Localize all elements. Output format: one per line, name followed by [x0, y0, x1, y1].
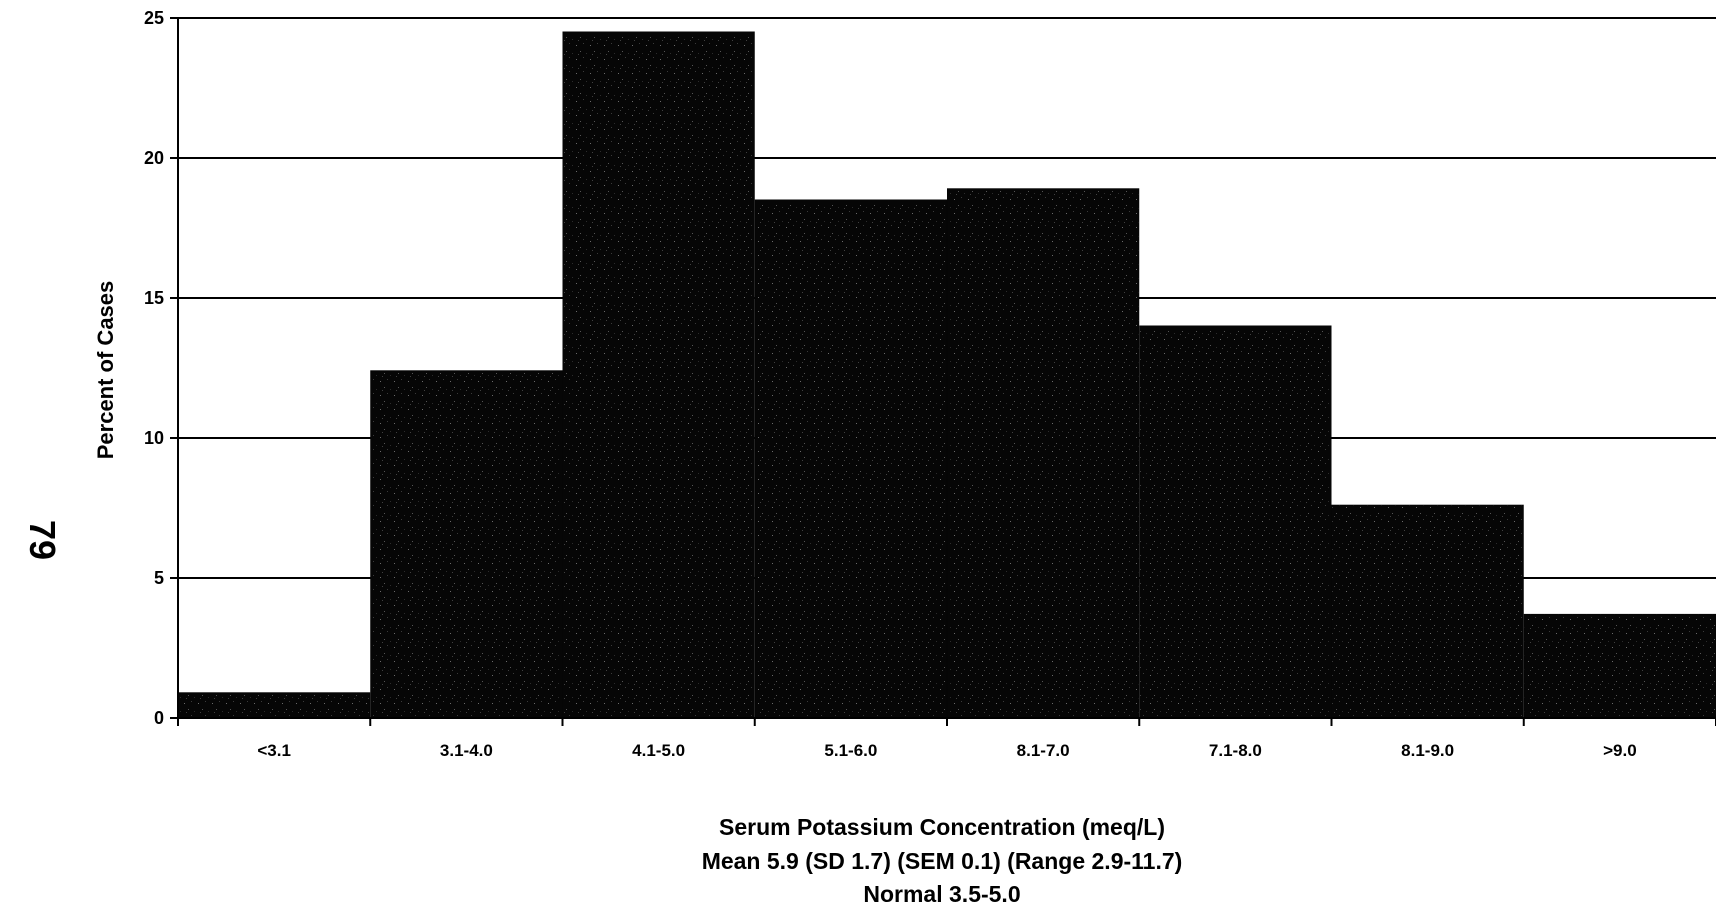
- x-tick-label: 8.1-7.0: [1017, 741, 1070, 760]
- bar: [371, 371, 562, 718]
- y-tick-label: 10: [144, 428, 164, 448]
- x-tick-label: <3.1: [257, 741, 291, 760]
- x-axis-label-line-1: Serum Potassium Concentration (meq/L): [719, 814, 1165, 840]
- x-axis-label-line-2: Mean 5.9 (SD 1.7) (SEM 0.1) (Range 2.9-1…: [702, 848, 1183, 874]
- bar: [1524, 614, 1715, 718]
- bar: [563, 32, 754, 718]
- bars: [179, 32, 1716, 718]
- y-tick-label: 20: [144, 148, 164, 168]
- bar: [755, 200, 946, 718]
- bar: [1332, 505, 1523, 718]
- page-number: 79: [22, 520, 63, 560]
- x-tick-label: >9.0: [1603, 741, 1637, 760]
- y-axis-label: Percent of Cases: [93, 281, 118, 460]
- bar: [1140, 326, 1331, 718]
- x-ticks: <3.1 3.1-4.0 4.1-5.0 5.1-6.0 8.1-7.0 7.1-8.0 8…: [178, 718, 1716, 760]
- y-tick-label: 25: [144, 8, 164, 28]
- x-tick-label: 7.1-8.0: [1209, 741, 1262, 760]
- x-axis-label-line-3: Normal 3.5-5.0: [863, 881, 1020, 907]
- y-tick-label: 15: [144, 288, 164, 308]
- x-tick-label: 4.1-5.0: [632, 741, 685, 760]
- x-tick-label: 3.1-4.0: [440, 741, 493, 760]
- bar: [948, 189, 1139, 718]
- y-tick-label: 5: [154, 568, 164, 588]
- x-tick-label: 5.1-6.0: [824, 741, 877, 760]
- bar: [179, 693, 370, 718]
- x-tick-label: 8.1-9.0: [1401, 741, 1454, 760]
- y-ticks: 0 5 10 15 20 25: [144, 8, 178, 728]
- y-tick-label: 0: [154, 708, 164, 728]
